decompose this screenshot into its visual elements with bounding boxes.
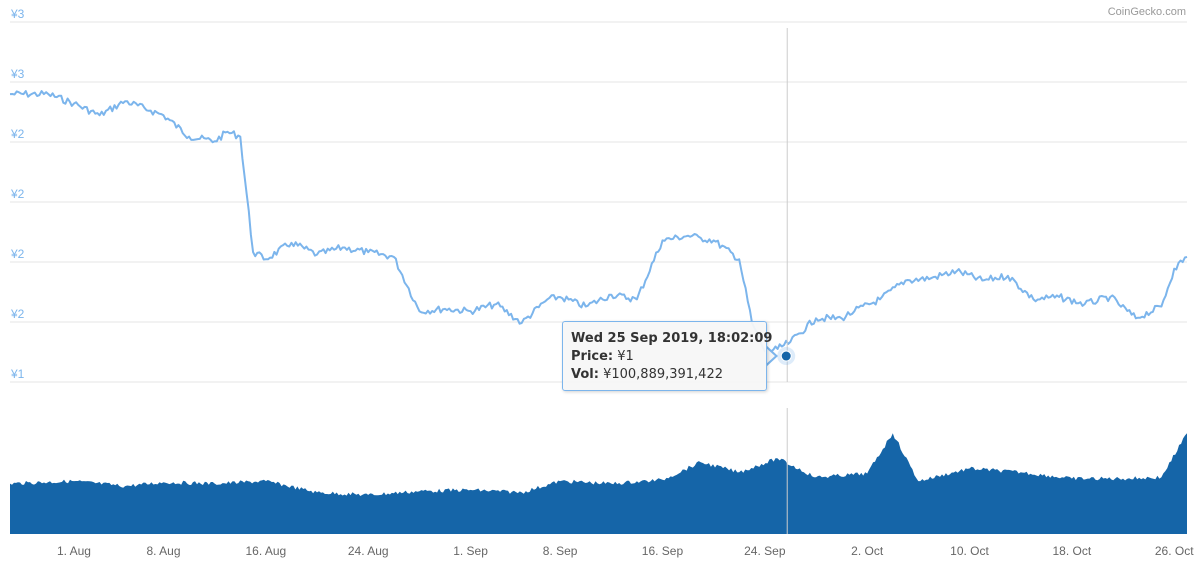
- x-tick-label: 24. Sep: [744, 544, 786, 558]
- x-tick-label: 1. Sep: [453, 544, 488, 558]
- volume-area[interactable]: [10, 433, 1187, 534]
- y-tick-label: ¥2: [10, 187, 25, 201]
- tooltip-vol-row: Vol: ¥100,889,391,422: [571, 366, 766, 384]
- tooltip-vol-value: ¥100,889,391,422: [603, 367, 723, 382]
- tooltip-date: Wed 25 Sep 2019, 18:02:09: [571, 331, 773, 346]
- hover-marker[interactable]: [780, 350, 792, 362]
- tooltip-price-label: Price:: [571, 349, 614, 364]
- tooltip-vol-label: Vol:: [571, 367, 599, 382]
- tooltip-pointer-fill: [765, 347, 775, 365]
- price-series[interactable]: [9, 90, 1188, 353]
- y-tick-label: ¥2: [10, 247, 25, 261]
- volume-series[interactable]: [10, 433, 1187, 534]
- y-tick-label: ¥3: [10, 67, 25, 81]
- x-tick-label: 26. Oct: [1155, 544, 1194, 558]
- x-tick-label: 16. Sep: [642, 544, 684, 558]
- y-tick-label: ¥1: [10, 367, 25, 381]
- x-tick-label: 10. Oct: [950, 544, 989, 558]
- crosshair: [777, 28, 796, 534]
- y-tick-label: ¥3: [10, 7, 25, 21]
- price-line[interactable]: [9, 90, 1188, 353]
- x-tick-label: 8. Aug: [147, 544, 181, 558]
- hover-tooltip: Wed 25 Sep 2019, 18:02:09 Price: ¥1 Vol:…: [562, 321, 773, 391]
- x-tick-label: 1. Aug: [57, 544, 91, 558]
- y-tick-label: ¥2: [10, 127, 25, 141]
- x-tick-label: 18. Oct: [1053, 544, 1092, 558]
- credit-label[interactable]: CoinGecko.com: [1107, 6, 1186, 18]
- x-axis-labels: 1. Aug 8. Aug 16. Aug 24. Aug 1. Sep 8. Sep 16…: [57, 544, 1194, 558]
- x-tick-label: 24. Aug: [348, 544, 389, 558]
- tooltip-price-row: Price: ¥1: [571, 348, 766, 366]
- y-axis-labels: ¥3 ¥3 ¥2 ¥2 ¥2 ¥2 ¥1: [10, 7, 25, 381]
- x-tick-label: 8. Sep: [543, 544, 578, 558]
- y-tick-label: ¥2: [10, 307, 25, 321]
- x-tick-label: 2. Oct: [851, 544, 884, 558]
- tooltip-price-value: ¥1: [617, 349, 634, 364]
- x-tick-label: 16. Aug: [246, 544, 287, 558]
